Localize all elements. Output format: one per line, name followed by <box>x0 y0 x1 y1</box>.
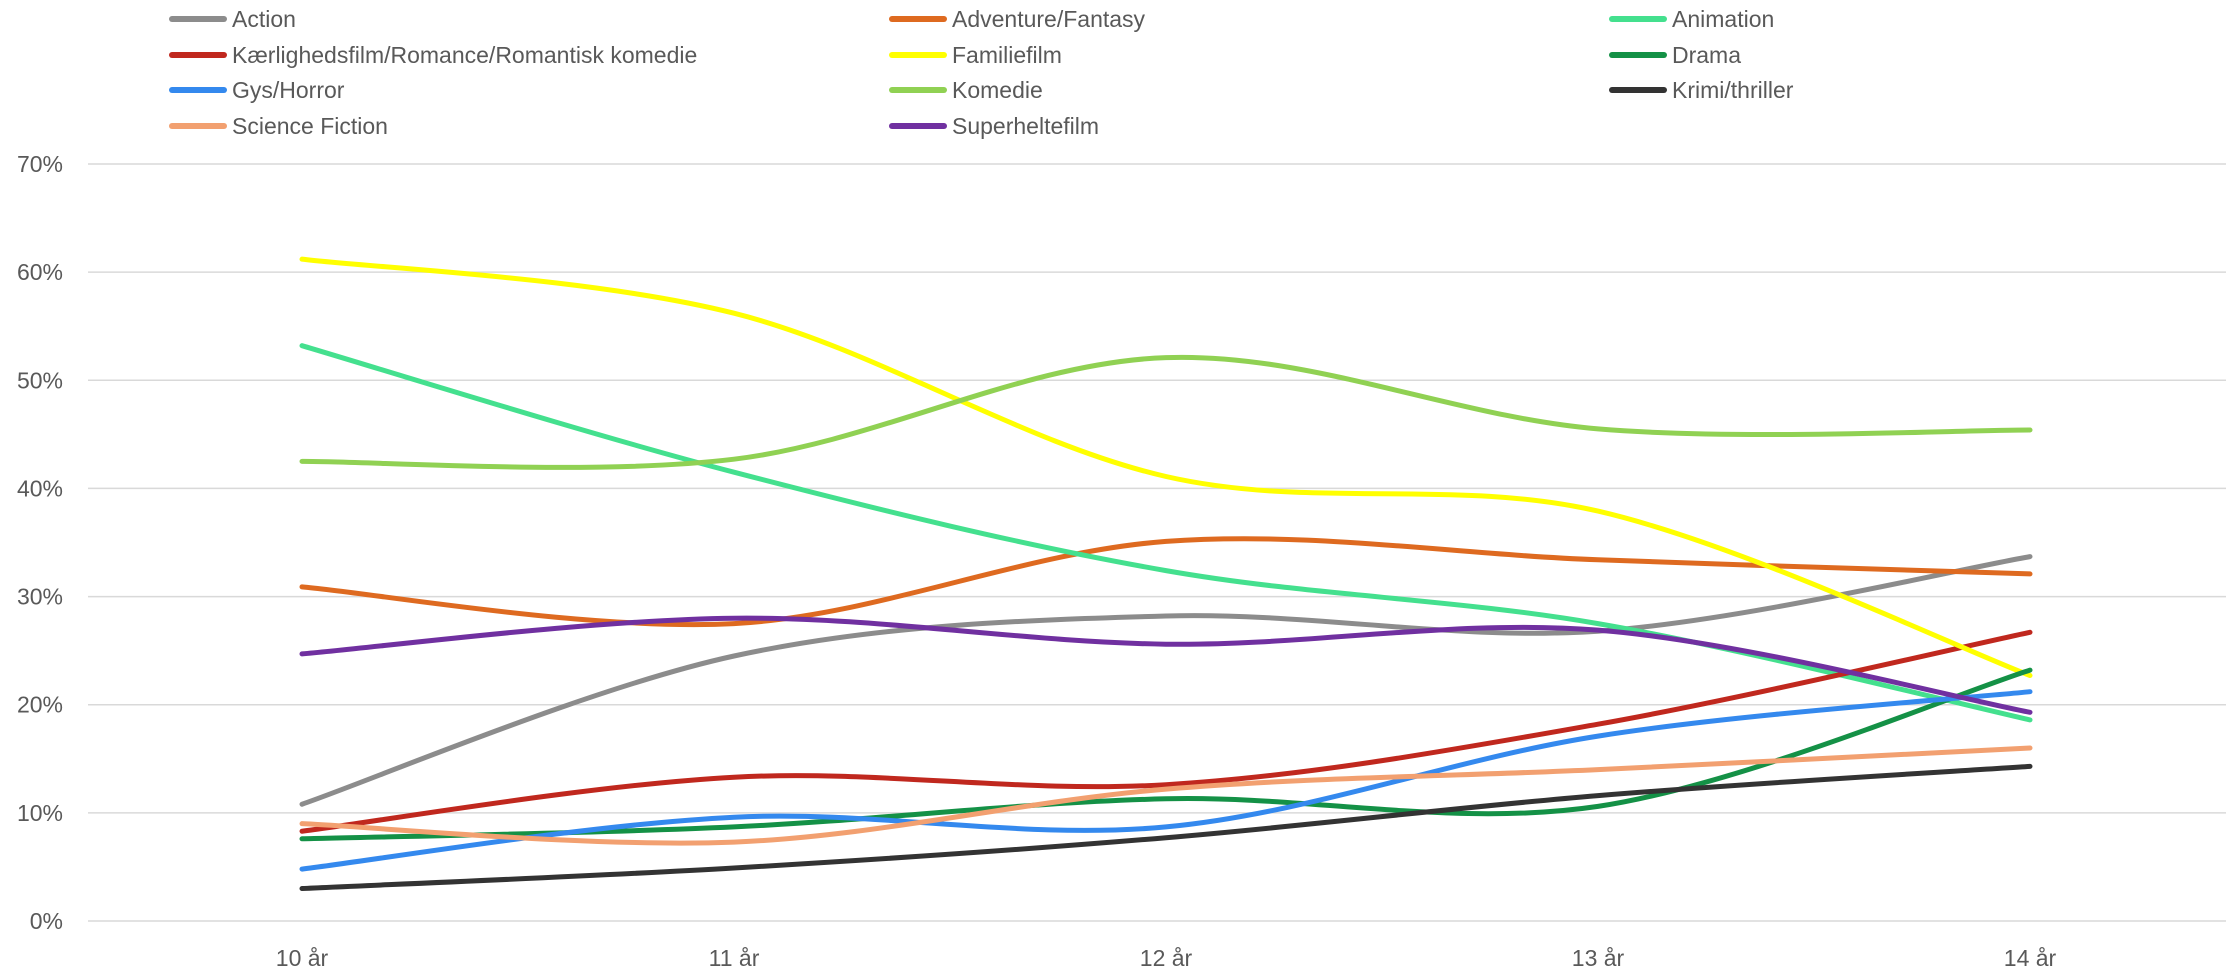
y-tick-label: 10% <box>17 800 63 826</box>
legend-label: Adventure/Fantasy <box>952 6 1146 32</box>
legend-label: Action <box>232 6 296 32</box>
y-tick-label: 40% <box>17 475 63 501</box>
x-tick-label: 14 år <box>2004 945 2057 971</box>
series-line-science-fiction <box>299 745 2033 846</box>
y-tick-label: 20% <box>17 692 63 718</box>
series-line-animation <box>299 343 2033 723</box>
series-line-familiefilm <box>299 256 2033 678</box>
x-tick-label: 10 år <box>276 945 329 971</box>
series-line-adventure-fantasy <box>299 536 2033 628</box>
legend: Action Adventure/Fantasy Animation Kærlighe… <box>169 6 1794 139</box>
legend-label: Animation <box>1672 6 1774 32</box>
legend-label: Superheltefilm <box>952 113 1099 139</box>
y-tick-label: 50% <box>17 367 63 393</box>
y-tick-label: 60% <box>17 259 63 285</box>
series-line-gys-horror <box>299 689 2033 872</box>
series-line-krimi-thriller <box>299 763 2033 892</box>
series-line-kærlighedsfilm-romance-romantisk-komedie <box>299 629 2033 834</box>
series-line-komedie <box>299 354 2033 470</box>
series-lines <box>299 256 2033 892</box>
x-tick-label: 13 år <box>1572 945 1625 971</box>
y-tick-label: 70% <box>17 151 63 177</box>
y-tick-label: 0% <box>30 908 63 934</box>
x-tick-label: 11 år <box>709 945 760 971</box>
x-axis: 10 år 11 år 12 år 13 år 14 år <box>276 945 2057 971</box>
legend-label: Familiefilm <box>952 42 1062 68</box>
series-line-superheltefilm <box>299 615 2033 715</box>
legend-label: Science Fiction <box>232 113 388 139</box>
series-line-action <box>299 554 2033 807</box>
legend-label: Krimi/thriller <box>1672 77 1794 103</box>
legend-label: Komedie <box>952 77 1043 103</box>
x-tick-label: 12 år <box>1140 945 1193 971</box>
y-axis: 0% 10% 20% 30% 40% 50% 60% 70% <box>17 151 63 934</box>
legend-label: Kærlighedsfilm/Romance/Romantisk komedie <box>232 42 697 68</box>
legend-label: Gys/Horror <box>232 77 345 103</box>
y-tick-label: 30% <box>17 584 63 610</box>
legend-label: Drama <box>1672 42 1741 68</box>
